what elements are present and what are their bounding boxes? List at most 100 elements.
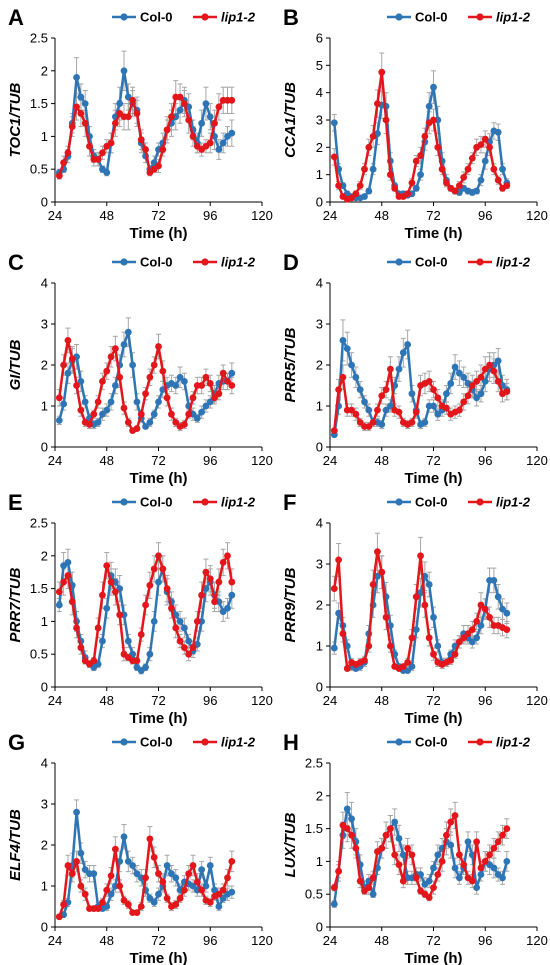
data-point — [443, 390, 450, 398]
data-point — [150, 899, 158, 906]
data-point — [168, 113, 175, 121]
data-point — [206, 398, 214, 406]
data-point — [460, 174, 468, 181]
data-point — [382, 613, 390, 621]
legend-marker — [395, 13, 403, 21]
data-point — [365, 884, 373, 892]
data-point — [86, 142, 93, 150]
data-point — [481, 858, 489, 865]
data-point — [481, 135, 489, 143]
data-point — [55, 394, 63, 402]
data-point — [473, 187, 481, 195]
data-point — [180, 378, 188, 385]
data-point — [503, 825, 511, 832]
x-tick-label: 120 — [526, 933, 548, 948]
data-point — [60, 361, 68, 369]
data-point — [455, 182, 463, 190]
data-point — [374, 572, 381, 580]
data-point — [494, 128, 502, 136]
data-point — [124, 419, 132, 426]
data-point — [142, 146, 149, 153]
legend-marker — [120, 13, 128, 21]
data-point — [155, 870, 162, 878]
y-tick-label: 2 — [41, 63, 48, 78]
data-point — [146, 894, 154, 902]
data-point — [172, 624, 180, 632]
data-point — [430, 613, 437, 621]
legend-marker — [201, 738, 209, 746]
data-point — [464, 392, 472, 400]
data-point — [460, 861, 468, 869]
data-point — [374, 548, 381, 556]
data-point — [477, 141, 485, 149]
data-point — [163, 894, 171, 902]
data-point — [81, 890, 89, 898]
legend-label: Col-0 — [415, 735, 448, 750]
data-point — [142, 390, 149, 398]
data-point — [356, 182, 364, 190]
data-point — [55, 588, 63, 596]
legend-entry: lip1-2 — [468, 495, 531, 510]
legend-label: lip1-2 — [496, 735, 531, 750]
data-point — [90, 657, 98, 665]
data-point — [55, 913, 63, 921]
y-tick-label: 3 — [316, 557, 323, 572]
legend-label: lip1-2 — [496, 495, 531, 510]
data-point — [382, 116, 390, 124]
data-point — [468, 626, 476, 633]
data-point — [468, 638, 476, 646]
legend-label: Col-0 — [415, 10, 448, 25]
data-point — [395, 408, 403, 416]
data-point — [120, 833, 128, 841]
x-axis-title: Time (h) — [404, 470, 462, 487]
y-tick-label: 6 — [316, 31, 323, 46]
y-tick-label: 2 — [41, 358, 48, 373]
data-point — [490, 165, 498, 173]
data-point — [193, 414, 201, 422]
panel-letter: E — [8, 490, 23, 515]
x-tick-label: 96 — [203, 453, 217, 468]
data-point — [99, 378, 106, 385]
data-point — [425, 378, 433, 385]
data-point — [404, 341, 412, 348]
y-tick-label: 2 — [316, 598, 323, 613]
data-point — [451, 650, 459, 658]
data-point — [391, 851, 399, 859]
y-tick-label: 4 — [316, 516, 323, 531]
y-tick-label: 3 — [316, 317, 323, 332]
y-axis-title: LUX/TUB — [282, 812, 299, 877]
data-point — [124, 637, 132, 645]
data-point — [486, 143, 493, 151]
data-point — [94, 155, 102, 163]
data-point — [473, 394, 481, 402]
x-tick-label: 72 — [151, 453, 165, 468]
data-point — [189, 882, 197, 890]
data-point — [198, 408, 206, 416]
data-point — [430, 402, 437, 410]
data-point — [224, 874, 231, 882]
x-tick-label: 72 — [426, 208, 440, 223]
y-axis-title: CCA1/TUB — [282, 82, 299, 158]
data-point — [339, 337, 347, 344]
panel-letter: H — [283, 730, 299, 755]
data-point — [335, 609, 343, 617]
x-tick-label: 48 — [100, 933, 114, 948]
data-point — [137, 631, 145, 638]
data-point — [133, 657, 141, 665]
data-point — [129, 96, 137, 104]
data-point — [395, 365, 403, 373]
data-point — [55, 172, 63, 180]
data-point — [198, 119, 206, 127]
data-point — [494, 838, 502, 846]
data-point — [189, 862, 197, 869]
data-point — [343, 345, 351, 352]
data-point — [172, 901, 180, 908]
data-point — [124, 858, 132, 865]
data-point — [417, 589, 424, 597]
data-point — [111, 588, 119, 596]
data-point — [412, 593, 420, 601]
data-point — [215, 103, 223, 111]
data-point — [77, 93, 85, 101]
data-point — [369, 874, 377, 882]
data-point — [129, 862, 137, 869]
